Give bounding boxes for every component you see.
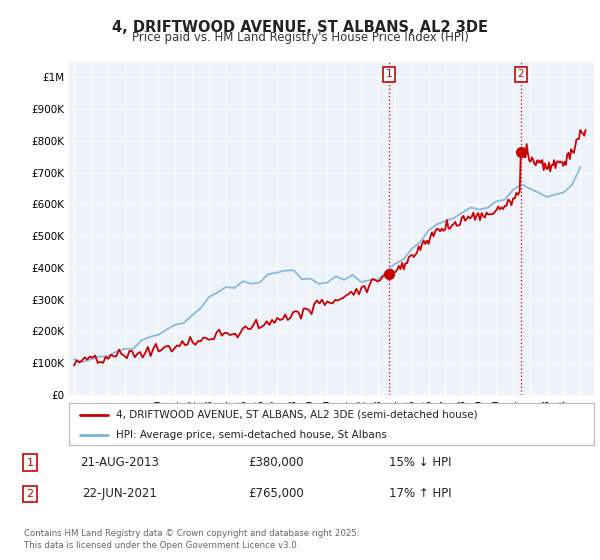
Text: HPI: Average price, semi-detached house, St Albans: HPI: Average price, semi-detached house,… [116, 430, 387, 440]
Text: 1: 1 [26, 458, 34, 468]
Text: 1: 1 [386, 69, 392, 80]
Text: 4, DRIFTWOOD AVENUE, ST ALBANS, AL2 3DE (semi-detached house): 4, DRIFTWOOD AVENUE, ST ALBANS, AL2 3DE … [116, 410, 478, 420]
Text: 2: 2 [518, 69, 524, 80]
Text: £765,000: £765,000 [248, 487, 304, 501]
Text: £380,000: £380,000 [248, 456, 304, 469]
Text: 15% ↓ HPI: 15% ↓ HPI [389, 456, 451, 469]
Text: 22-JUN-2021: 22-JUN-2021 [83, 487, 157, 501]
Text: 21-AUG-2013: 21-AUG-2013 [80, 456, 160, 469]
Text: 17% ↑ HPI: 17% ↑ HPI [389, 487, 451, 501]
Text: 2: 2 [26, 489, 34, 499]
Text: Contains HM Land Registry data © Crown copyright and database right 2025.
This d: Contains HM Land Registry data © Crown c… [24, 529, 359, 550]
Text: Price paid vs. HM Land Registry's House Price Index (HPI): Price paid vs. HM Land Registry's House … [131, 31, 469, 44]
Text: 4, DRIFTWOOD AVENUE, ST ALBANS, AL2 3DE: 4, DRIFTWOOD AVENUE, ST ALBANS, AL2 3DE [112, 20, 488, 35]
